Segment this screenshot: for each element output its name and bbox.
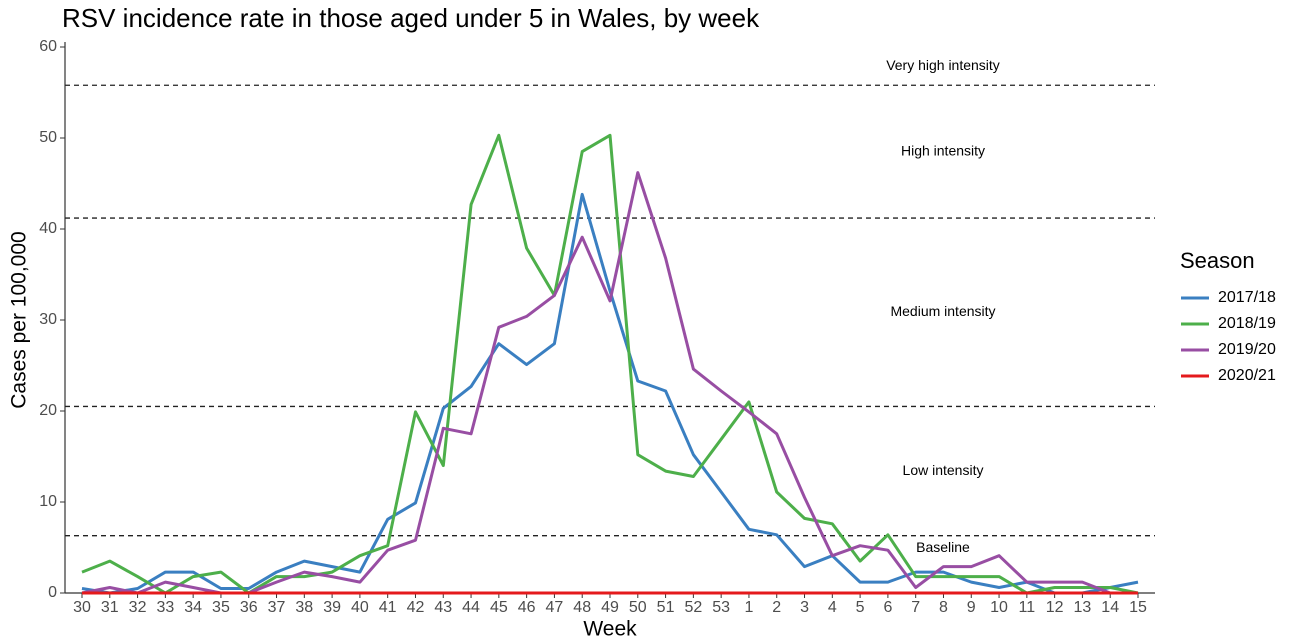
series-line: [81, 171, 1111, 595]
x-tick-label: 37: [268, 599, 286, 616]
x-tick-label: 11: [1019, 599, 1036, 616]
x-tick-label: 30: [73, 599, 91, 616]
x-tick-label: 1: [744, 599, 753, 616]
x-tick-label: 50: [629, 599, 647, 616]
y-tick-label: 40: [39, 220, 57, 237]
x-tick-label: 46: [518, 599, 536, 616]
x-tick-label: 12: [1046, 599, 1064, 616]
zone-label: Very high intensity: [886, 57, 1000, 73]
x-tick-label: 52: [684, 599, 702, 616]
y-tick-label: 10: [39, 493, 57, 510]
x-tick-label: 41: [379, 599, 397, 616]
y-tick-label: 50: [39, 129, 57, 146]
x-tick-label: 7: [911, 599, 920, 616]
x-tick-label: 33: [156, 599, 174, 616]
zone-label: Baseline: [916, 539, 970, 555]
legend-title: Season: [1180, 248, 1255, 273]
x-tick-label: 39: [323, 599, 341, 616]
x-tick-label: 2: [772, 599, 781, 616]
x-tick-label: 13: [1074, 599, 1092, 616]
x-tick-label: 45: [490, 599, 508, 616]
x-axis-label: Week: [583, 618, 637, 641]
x-tick-label: 48: [573, 599, 591, 616]
zone-label: Low intensity: [903, 462, 984, 478]
y-tick-label: 60: [39, 38, 57, 55]
x-tick-label: 42: [407, 599, 425, 616]
x-tick-label: 31: [101, 599, 119, 616]
x-tick-label: 34: [184, 599, 202, 616]
y-tick-label: 30: [39, 311, 57, 328]
x-tick-label: 8: [939, 599, 948, 616]
legend-label: 2018/19: [1218, 315, 1276, 332]
series-line: [81, 192, 1139, 595]
series-line: [81, 133, 1139, 595]
x-tick-label: 3: [800, 599, 809, 616]
x-tick-label: 51: [657, 599, 675, 616]
x-tick-label: 14: [1101, 599, 1119, 616]
y-tick-label: 0: [48, 584, 57, 601]
y-axis-label: Cases per 100,000: [8, 231, 31, 408]
legend-label: 2019/20: [1218, 341, 1276, 358]
x-tick-label: 49: [601, 599, 619, 616]
x-tick-label: 10: [990, 599, 1008, 616]
x-tick-label: 32: [129, 599, 147, 616]
zone-label: Medium intensity: [890, 303, 995, 319]
zone-label: High intensity: [901, 142, 985, 158]
x-tick-label: 38: [295, 599, 313, 616]
legend-label: 2017/18: [1218, 289, 1276, 306]
x-tick-label: 5: [856, 599, 865, 616]
x-tick-label: 4: [828, 599, 837, 616]
y-tick-label: 20: [39, 402, 57, 419]
chart-title: RSV incidence rate in those aged under 5…: [62, 3, 760, 33]
x-tick-label: 47: [546, 599, 564, 616]
x-tick-label: 35: [212, 599, 230, 616]
x-tick-label: 6: [883, 599, 892, 616]
x-tick-label: 15: [1129, 599, 1147, 616]
x-tick-label: 44: [462, 599, 480, 616]
x-tick-label: 43: [434, 599, 452, 616]
x-tick-label: 9: [967, 599, 976, 616]
legend-label: 2020/21: [1218, 367, 1276, 384]
x-tick-label: 53: [712, 599, 730, 616]
x-tick-label: 36: [240, 599, 258, 616]
x-tick-label: 40: [351, 599, 369, 616]
